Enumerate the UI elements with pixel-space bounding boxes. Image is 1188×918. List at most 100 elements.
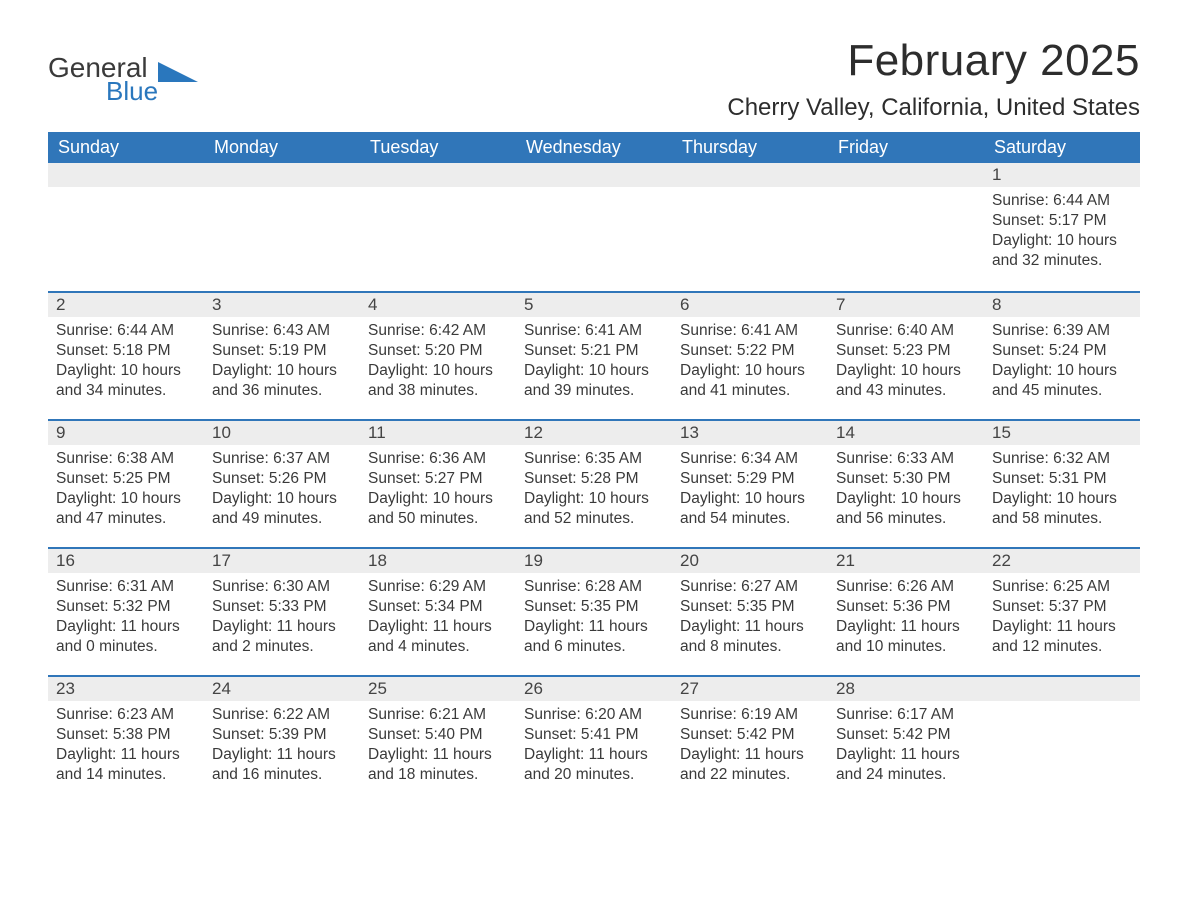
daylight-line: Daylight: 11 hours and 14 minutes. bbox=[56, 745, 196, 785]
day-number: 2 bbox=[56, 295, 65, 314]
daylight-line: Daylight: 11 hours and 2 minutes. bbox=[212, 617, 352, 657]
day-number: 21 bbox=[836, 551, 855, 570]
calendar-cell: 2Sunrise: 6:44 AMSunset: 5:18 PMDaylight… bbox=[48, 291, 204, 419]
logo-triangle-icon bbox=[158, 60, 198, 87]
calendar-cell: 10 Sunrise: 6:37 AMSunset: 5:26 PMDayligh… bbox=[204, 419, 360, 547]
daylight-line: Daylight: 10 hours and 50 minutes. bbox=[368, 489, 508, 529]
calendar-cell: 20Sunrise: 6:27 AMSunset: 5:35 PMDayligh… bbox=[672, 547, 828, 675]
sunset-line: Sunset: 5:28 PM bbox=[524, 469, 664, 489]
calendar-cell: 6Sunrise: 6:41 AMSunset: 5:22 PMDaylight… bbox=[672, 291, 828, 419]
weekday-header: Friday bbox=[828, 132, 984, 163]
calendar-cell: 18Sunrise: 6:29 AMSunset: 5:34 PMDayligh… bbox=[360, 547, 516, 675]
day-body: Sunrise: 6:27 AMSunset: 5:35 PMDaylight:… bbox=[672, 573, 828, 664]
sunrise-line: Sunrise: 6:33 AM bbox=[836, 449, 976, 469]
daylight-line: Daylight: 10 hours and 56 minutes. bbox=[836, 489, 976, 529]
day-number-stripe bbox=[984, 675, 1140, 701]
weekday-header: Saturday bbox=[984, 132, 1140, 163]
day-number: 26 bbox=[524, 679, 543, 698]
sunset-line: Sunset: 5:33 PM bbox=[212, 597, 352, 617]
day-body bbox=[360, 187, 516, 197]
day-number-stripe: 17 bbox=[204, 547, 360, 573]
sunrise-line: Sunrise: 6:27 AM bbox=[680, 577, 820, 597]
calendar-cell: 17Sunrise: 6:30 AMSunset: 5:33 PMDayligh… bbox=[204, 547, 360, 675]
day-number-stripe: 27 bbox=[672, 675, 828, 701]
day-number: 8 bbox=[992, 295, 1001, 314]
sunset-line: Sunset: 5:17 PM bbox=[992, 211, 1132, 231]
day-body: Sunrise: 6:29 AMSunset: 5:34 PMDaylight:… bbox=[360, 573, 516, 664]
day-number: 9 bbox=[56, 423, 65, 442]
sunrise-line: Sunrise: 6:31 AM bbox=[56, 577, 196, 597]
daylight-line: Daylight: 10 hours and 54 minutes. bbox=[680, 489, 820, 529]
day-number-stripe bbox=[48, 163, 204, 187]
daylight-line: Daylight: 10 hours and 43 minutes. bbox=[836, 361, 976, 401]
day-number-stripe: 5 bbox=[516, 291, 672, 317]
calendar-cell: 22 Sunrise: 6:25 AMSunset: 5:37 PMDayligh… bbox=[984, 547, 1140, 675]
day-body: Sunrise: 6:40 AMSunset: 5:23 PMDaylight:… bbox=[828, 317, 984, 408]
day-number: 13 bbox=[680, 423, 699, 442]
day-number: 22 bbox=[992, 551, 1011, 570]
day-number: 24 bbox=[212, 679, 231, 698]
day-number-stripe: 2 bbox=[48, 291, 204, 317]
calendar-week-row: 1Sunrise: 6:44 AMSunset: 5:17 PMDaylight… bbox=[48, 163, 1140, 291]
daylight-line: Daylight: 10 hours and 41 minutes. bbox=[680, 361, 820, 401]
calendar-cell: 7Sunrise: 6:40 AMSunset: 5:23 PMDaylight… bbox=[828, 291, 984, 419]
day-body bbox=[48, 187, 204, 197]
calendar-cell: 26Sunrise: 6:20 AMSunset: 5:41 PMDayligh… bbox=[516, 675, 672, 803]
sunrise-line: Sunrise: 6:32 AM bbox=[992, 449, 1132, 469]
day-number-stripe: 28 bbox=[828, 675, 984, 701]
sunset-line: Sunset: 5:25 PM bbox=[56, 469, 196, 489]
calendar-cell bbox=[48, 163, 204, 291]
day-body: Sunrise: 6:36 AMSunset: 5:27 PMDaylight:… bbox=[360, 445, 516, 536]
day-body: Sunrise: 6:42 AMSunset: 5:20 PMDaylight:… bbox=[360, 317, 516, 408]
day-body bbox=[984, 701, 1140, 711]
calendar-week-row: 2Sunrise: 6:44 AMSunset: 5:18 PMDaylight… bbox=[48, 291, 1140, 419]
calendar-cell: 4Sunrise: 6:42 AMSunset: 5:20 PMDaylight… bbox=[360, 291, 516, 419]
day-body: Sunrise: 6:41 AMSunset: 5:22 PMDaylight:… bbox=[672, 317, 828, 408]
weekday-header: Monday bbox=[204, 132, 360, 163]
sunset-line: Sunset: 5:34 PM bbox=[368, 597, 508, 617]
daylight-line: Daylight: 11 hours and 20 minutes. bbox=[524, 745, 664, 785]
sunset-line: Sunset: 5:35 PM bbox=[524, 597, 664, 617]
daylight-line: Daylight: 10 hours and 47 minutes. bbox=[56, 489, 196, 529]
day-body: Sunrise: 6:30 AMSunset: 5:33 PMDaylight:… bbox=[204, 573, 360, 664]
day-number-stripe: 20 bbox=[672, 547, 828, 573]
day-body bbox=[672, 187, 828, 197]
day-number-stripe: 22 bbox=[984, 547, 1140, 573]
daylight-line: Daylight: 10 hours and 45 minutes. bbox=[992, 361, 1132, 401]
calendar-cell bbox=[828, 163, 984, 291]
day-number: 12 bbox=[524, 423, 543, 442]
daylight-line: Daylight: 11 hours and 8 minutes. bbox=[680, 617, 820, 657]
day-body bbox=[516, 187, 672, 197]
day-number: 23 bbox=[56, 679, 75, 698]
calendar-cell: 21 Sunrise: 6:26 AMSunset: 5:36 PMDayligh… bbox=[828, 547, 984, 675]
day-body: Sunrise: 6:25 AMSunset: 5:37 PMDaylight:… bbox=[984, 573, 1140, 664]
day-number-stripe: 14 bbox=[828, 419, 984, 445]
day-number-stripe: 3 bbox=[204, 291, 360, 317]
sunset-line: Sunset: 5:26 PM bbox=[212, 469, 352, 489]
day-body: Sunrise: 6:37 AMSunset: 5:26 PMDaylight:… bbox=[204, 445, 360, 536]
daylight-line: Daylight: 11 hours and 12 minutes. bbox=[992, 617, 1132, 657]
calendar-cell bbox=[984, 675, 1140, 803]
sunrise-line: Sunrise: 6:28 AM bbox=[524, 577, 664, 597]
daylight-line: Daylight: 11 hours and 22 minutes. bbox=[680, 745, 820, 785]
day-number: 3 bbox=[212, 295, 221, 314]
day-body: Sunrise: 6:28 AMSunset: 5:35 PMDaylight:… bbox=[516, 573, 672, 664]
calendar-cell: 28Sunrise: 6:17 AMSunset: 5:42 PMDayligh… bbox=[828, 675, 984, 803]
calendar-header-row: Sunday Monday Tuesday Wednesday Thursday… bbox=[48, 132, 1140, 163]
sunrise-line: Sunrise: 6:37 AM bbox=[212, 449, 352, 469]
weekday-header: Tuesday bbox=[360, 132, 516, 163]
sunrise-line: Sunrise: 6:39 AM bbox=[992, 321, 1132, 341]
day-body: Sunrise: 6:26 AMSunset: 5:36 PMDaylight:… bbox=[828, 573, 984, 664]
day-body: Sunrise: 6:23 AMSunset: 5:38 PMDaylight:… bbox=[48, 701, 204, 792]
daylight-line: Daylight: 10 hours and 34 minutes. bbox=[56, 361, 196, 401]
calendar-week-row: 23 Sunrise: 6:23 AMSunset: 5:38 PMDayligh… bbox=[48, 675, 1140, 803]
calendar-cell: 5Sunrise: 6:41 AMSunset: 5:21 PMDaylight… bbox=[516, 291, 672, 419]
daylight-line: Daylight: 10 hours and 49 minutes. bbox=[212, 489, 352, 529]
day-number: 10 bbox=[212, 423, 231, 442]
calendar-cell: 14Sunrise: 6:33 AMSunset: 5:30 PMDayligh… bbox=[828, 419, 984, 547]
day-body bbox=[204, 187, 360, 197]
calendar-cell: 12Sunrise: 6:35 AMSunset: 5:28 PMDayligh… bbox=[516, 419, 672, 547]
day-number-stripe: 7 bbox=[828, 291, 984, 317]
daylight-line: Daylight: 11 hours and 0 minutes. bbox=[56, 617, 196, 657]
day-body: Sunrise: 6:44 AMSunset: 5:17 PMDaylight:… bbox=[984, 187, 1140, 278]
